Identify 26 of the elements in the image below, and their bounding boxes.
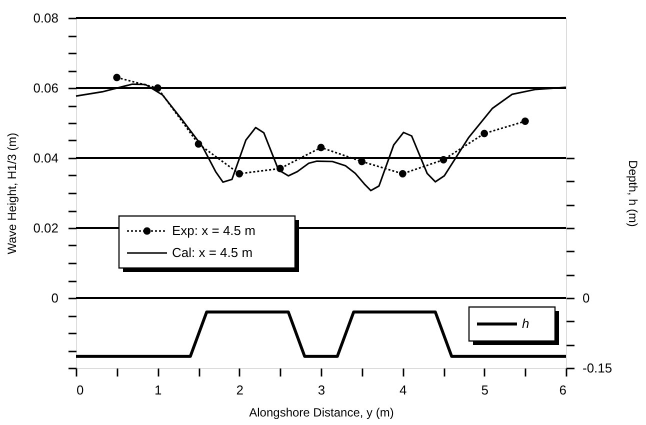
y-axis-title: Wave Height, H1/3 (m) [5,132,20,254]
point [521,118,529,125]
legend-label: Cal: x = 4.5 m [172,245,253,260]
point [480,130,488,138]
x-tick-label: 2 [236,382,244,398]
y2-tick-label: 0 [582,290,590,306]
point [398,170,406,178]
x-tick-label: 1 [154,382,162,398]
legend-label: Exp: x = 4.5 m [172,223,256,238]
x-tick-label: 6 [559,382,566,398]
y-tick-label: 0.06 [33,80,58,96]
x-tick-label: 4 [400,382,407,398]
x-tick-label: 5 [481,382,488,398]
x-tick-label: 3 [318,382,326,398]
y2-tick-label: -0.15 [582,360,612,376]
point [236,170,244,178]
x-tick-label: 0 [76,382,84,398]
y-tick-label: 0.08 [33,10,58,26]
y-tick-label: 0 [51,290,58,306]
x-axis-title: Alongshore Distance, y (m) [249,406,394,420]
point [317,144,325,152]
y-tick-label: 0.04 [33,150,58,166]
legend-label: h [522,316,530,331]
y2-axis-title: Depth, h (m) [626,160,640,227]
point [113,74,121,82]
y-tick-label: 0.02 [33,220,58,236]
